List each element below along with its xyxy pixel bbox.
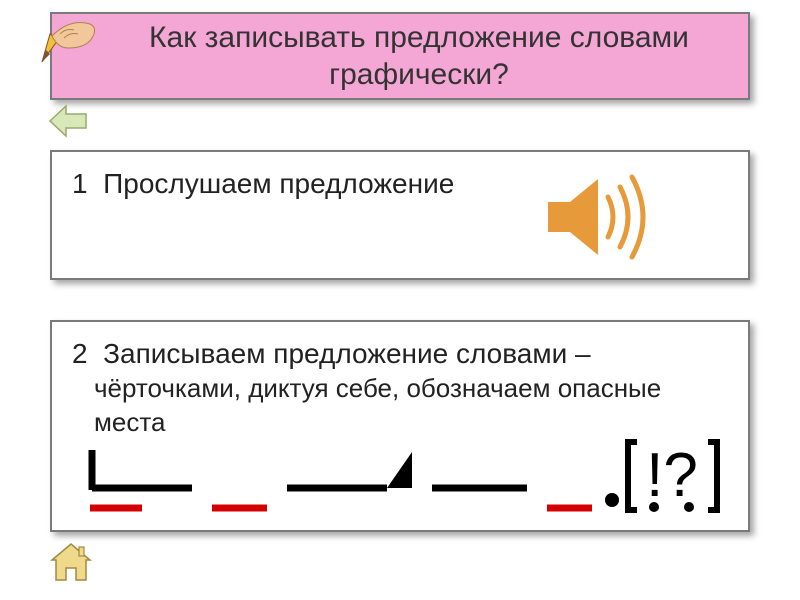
punct-text: !? (646, 441, 698, 510)
step2-box: 2 Записываем предложение словами – чёрто… (50, 320, 750, 532)
sentence-scheme: !? (72, 430, 732, 520)
title-text: Как записывать предложение словами графи… (90, 19, 748, 94)
step1-box: 1 Прослушаем предложение (50, 150, 750, 280)
step1-label: Прослушаем предложение (103, 168, 454, 199)
hand-pencil-icon (40, 14, 100, 64)
step2-lead: Записываем предложение словами – (103, 338, 590, 369)
home-icon[interactable] (50, 542, 92, 582)
step1-text: 1 Прослушаем предложение (72, 168, 454, 199)
step2-num: 2 (72, 338, 88, 369)
step2-text: 2 Записываем предложение словами – (72, 338, 591, 369)
back-arrow-icon[interactable] (48, 104, 88, 138)
title-box: Как записывать предложение словами графи… (50, 12, 750, 100)
speaker-icon (538, 167, 658, 267)
step1-num: 1 (72, 168, 88, 199)
